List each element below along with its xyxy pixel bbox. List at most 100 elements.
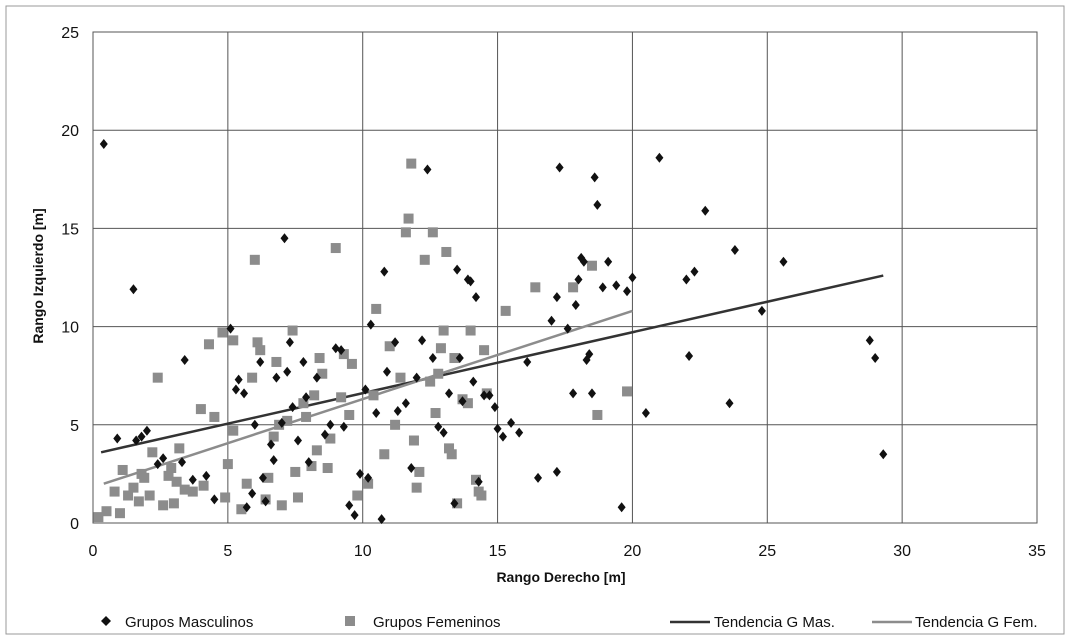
male-point bbox=[248, 488, 257, 499]
male-point bbox=[682, 274, 691, 285]
male-point bbox=[498, 431, 507, 442]
y-axis-title: Rango Izquierdo [m] bbox=[30, 208, 46, 343]
male-point bbox=[423, 164, 432, 175]
male-point bbox=[356, 468, 365, 479]
female-point bbox=[123, 490, 134, 501]
male-point bbox=[879, 449, 888, 460]
male-point bbox=[598, 282, 607, 293]
male-point bbox=[153, 459, 162, 470]
female-points bbox=[93, 158, 633, 523]
female-point bbox=[446, 449, 457, 460]
male-point bbox=[552, 466, 561, 477]
male-point bbox=[231, 384, 240, 395]
male-point bbox=[226, 323, 235, 334]
female-point bbox=[344, 409, 355, 420]
male-point bbox=[434, 421, 443, 432]
female-point bbox=[441, 246, 452, 257]
female-point bbox=[228, 335, 239, 346]
male-point bbox=[137, 431, 146, 442]
female-point bbox=[241, 478, 252, 489]
female-point bbox=[338, 349, 349, 360]
female-point bbox=[217, 327, 228, 338]
female-point bbox=[171, 476, 182, 487]
female-point bbox=[247, 372, 258, 383]
male-point bbox=[493, 423, 502, 434]
male-point bbox=[466, 276, 475, 287]
male-point bbox=[99, 138, 108, 149]
male-point bbox=[628, 272, 637, 283]
female-point bbox=[152, 372, 163, 383]
male-point bbox=[757, 305, 766, 316]
female-point bbox=[336, 392, 347, 403]
female-point bbox=[114, 508, 125, 519]
female-point bbox=[101, 506, 112, 517]
female-point bbox=[465, 325, 476, 336]
female-point bbox=[363, 478, 374, 489]
male-point bbox=[701, 205, 710, 216]
trend-lines bbox=[100, 274, 884, 485]
male-points bbox=[99, 138, 888, 525]
male-point bbox=[571, 299, 580, 310]
male-point bbox=[574, 274, 583, 285]
female-point bbox=[301, 411, 312, 422]
female-point bbox=[109, 486, 120, 497]
female-point bbox=[427, 227, 438, 238]
female-point bbox=[255, 345, 266, 356]
trend-line-male bbox=[100, 274, 884, 454]
female-point bbox=[311, 445, 322, 456]
x-tick-label: 30 bbox=[893, 543, 911, 560]
female-point bbox=[476, 490, 487, 501]
male-point bbox=[593, 199, 602, 210]
male-point bbox=[412, 372, 421, 383]
female-point bbox=[263, 472, 274, 483]
x-tick-label: 25 bbox=[758, 543, 776, 560]
female-point bbox=[252, 337, 263, 348]
male-point bbox=[563, 323, 572, 334]
y-tick-label: 0 bbox=[70, 516, 79, 533]
male-point bbox=[474, 476, 483, 487]
male-point bbox=[280, 233, 289, 244]
female-point bbox=[481, 388, 492, 399]
female-point bbox=[395, 372, 406, 383]
female-point bbox=[325, 433, 336, 444]
female-point bbox=[400, 227, 411, 238]
male-point bbox=[202, 470, 211, 481]
female-point bbox=[586, 260, 597, 271]
female-point bbox=[198, 480, 209, 491]
male-point bbox=[382, 366, 391, 377]
female-point bbox=[195, 404, 206, 415]
legend: Grupos Masculinos Grupos Femeninos Tende… bbox=[101, 614, 1038, 631]
male-point bbox=[320, 429, 329, 440]
female-point bbox=[433, 368, 444, 379]
male-point bbox=[377, 514, 386, 525]
male-point bbox=[361, 384, 370, 395]
female-point bbox=[330, 243, 341, 254]
y-axis-ticks: 0 5 10 15 20 25 bbox=[61, 25, 79, 533]
gridlines bbox=[93, 32, 1037, 523]
chart-border bbox=[5, 5, 1065, 635]
male-point bbox=[372, 408, 381, 419]
male-point bbox=[283, 366, 292, 377]
male-point bbox=[587, 388, 596, 399]
female-point bbox=[408, 435, 419, 446]
female-point bbox=[430, 408, 441, 419]
male-point bbox=[272, 372, 281, 383]
male-point bbox=[380, 266, 389, 277]
y-tick-label: 5 bbox=[70, 418, 79, 435]
male-point bbox=[655, 152, 664, 163]
male-point bbox=[725, 398, 734, 409]
female-point bbox=[282, 415, 293, 426]
male-point bbox=[458, 396, 467, 407]
male-point bbox=[250, 419, 259, 430]
male-point bbox=[439, 427, 448, 438]
female-point bbox=[117, 464, 128, 475]
male-point bbox=[450, 498, 459, 509]
female-point bbox=[406, 158, 417, 169]
female-point bbox=[228, 425, 239, 436]
male-point bbox=[585, 349, 594, 360]
female-point bbox=[462, 398, 473, 409]
female-point bbox=[276, 500, 287, 511]
x-tick-label: 5 bbox=[223, 543, 232, 560]
female-point bbox=[179, 484, 190, 495]
male-point bbox=[523, 356, 532, 367]
